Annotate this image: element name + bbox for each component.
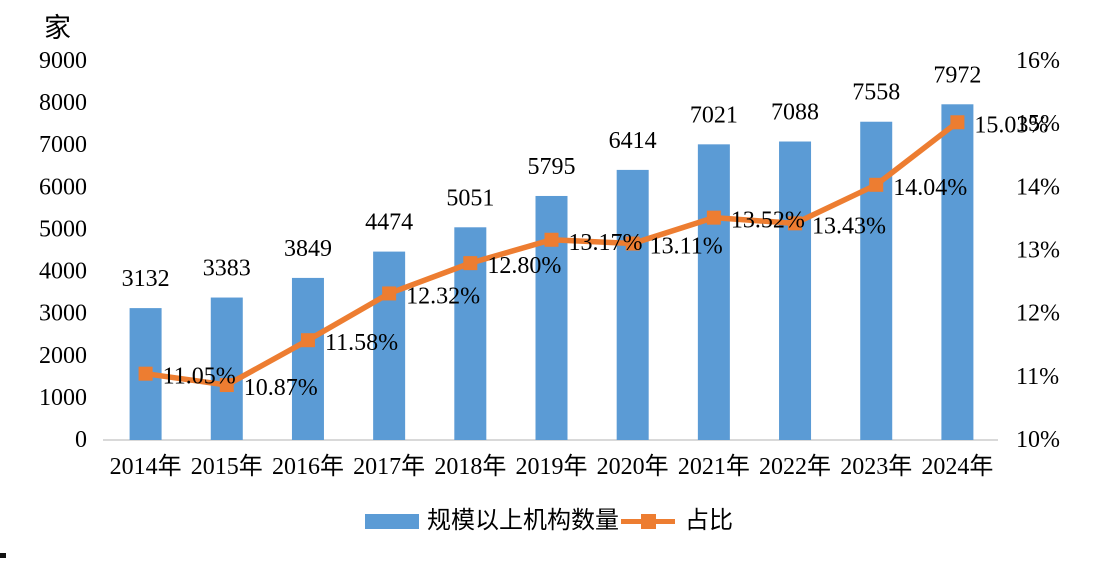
legend-bar-label: 规模以上机构数量 bbox=[427, 508, 619, 534]
bar bbox=[291, 277, 324, 440]
bar bbox=[616, 169, 649, 440]
x-axis-category-label: 2021年 bbox=[678, 453, 750, 480]
bar-value-label: 5795 bbox=[528, 154, 576, 180]
line-marker bbox=[463, 256, 478, 271]
x-axis-category-label: 2015年 bbox=[191, 453, 263, 480]
left-axis-tick-label: 0 bbox=[75, 427, 87, 453]
bar-value-label: 7558 bbox=[852, 80, 900, 106]
bar-value-label: 5051 bbox=[446, 185, 494, 211]
bar-value-label: 7088 bbox=[771, 100, 819, 126]
bar bbox=[860, 121, 893, 441]
line-marker bbox=[219, 378, 234, 393]
x-axis-category-label: 2022年 bbox=[759, 453, 831, 480]
screenshot-corner-artifact bbox=[0, 553, 6, 558]
line-marker bbox=[950, 115, 965, 130]
bar bbox=[697, 144, 730, 440]
x-axis-category-label: 2023年 bbox=[840, 453, 912, 480]
line-value-label: 12.80% bbox=[487, 253, 561, 279]
line-value-label: 12.32% bbox=[406, 283, 480, 309]
bar bbox=[373, 251, 406, 440]
left-axis-tick-label: 5000 bbox=[39, 216, 87, 242]
bar-value-label: 7021 bbox=[690, 102, 738, 128]
bar-value-label: 4474 bbox=[365, 210, 413, 236]
left-axis-tick-label: 3000 bbox=[39, 301, 87, 327]
right-axis-tick-label: 15% bbox=[1016, 111, 1060, 137]
line-value-label: 14.04% bbox=[893, 175, 967, 201]
line-marker bbox=[869, 177, 884, 192]
right-axis-tick-label: 14% bbox=[1016, 174, 1060, 200]
left-axis-unit-label: 家 bbox=[44, 13, 71, 43]
line-marker bbox=[625, 236, 640, 251]
bar-value-label: 3383 bbox=[203, 256, 251, 282]
legend-line-label: 占比 bbox=[685, 508, 733, 534]
bar-value-label: 3132 bbox=[122, 266, 170, 292]
bar bbox=[941, 104, 974, 440]
line-value-label: 15.03% bbox=[974, 112, 1048, 138]
right-axis-tick-label: 16% bbox=[1016, 48, 1060, 74]
legend-bar-swatch bbox=[365, 513, 419, 529]
line-marker bbox=[300, 333, 315, 348]
x-axis-category-label: 2016年 bbox=[272, 453, 344, 480]
right-axis-tick-label: 10% bbox=[1016, 427, 1060, 453]
bar bbox=[535, 195, 568, 440]
left-axis-tick-label: 2000 bbox=[39, 343, 87, 369]
line-value-label: 13.11% bbox=[650, 234, 723, 260]
x-axis-category-label: 2019年 bbox=[516, 453, 588, 480]
x-axis-category-label: 2017年 bbox=[353, 453, 425, 480]
bar bbox=[779, 141, 812, 440]
line-value-label: 10.87% bbox=[244, 375, 318, 401]
left-axis-tick-label: 8000 bbox=[39, 90, 87, 116]
line-marker bbox=[706, 210, 721, 225]
x-axis-category-label: 2024年 bbox=[921, 453, 993, 480]
legend-line-swatch bbox=[621, 513, 675, 529]
bar-value-label: 6414 bbox=[609, 128, 657, 154]
left-axis-tick-label: 6000 bbox=[39, 174, 87, 200]
line-value-label: 13.17% bbox=[569, 230, 643, 256]
line-value-label: 11.58% bbox=[325, 330, 398, 356]
line-value-label: 11.05% bbox=[163, 364, 236, 390]
right-axis-tick-label: 13% bbox=[1016, 238, 1060, 264]
bar-value-label: 3849 bbox=[284, 236, 332, 262]
x-axis-category-label: 2018年 bbox=[434, 453, 506, 480]
line-marker bbox=[788, 216, 803, 231]
line-marker bbox=[382, 286, 397, 301]
right-axis-tick-label: 11% bbox=[1016, 364, 1059, 390]
bar-value-label: 7972 bbox=[933, 62, 981, 88]
line-value-label: 13.43% bbox=[812, 213, 886, 239]
bar bbox=[210, 297, 243, 440]
chart-legend: 规模以上机构数量 占比 bbox=[0, 506, 1098, 536]
line-marker bbox=[138, 366, 153, 381]
left-axis-tick-label: 4000 bbox=[39, 259, 87, 285]
legend-line-marker-icon bbox=[640, 513, 656, 529]
left-axis-tick-label: 9000 bbox=[39, 48, 87, 74]
left-axis-tick-label: 1000 bbox=[39, 385, 87, 411]
line-value-label: 13.52% bbox=[731, 208, 805, 234]
line-marker bbox=[544, 232, 559, 247]
right-axis-tick-label: 12% bbox=[1016, 301, 1060, 327]
x-axis-category-label: 2020年 bbox=[597, 453, 669, 480]
left-axis-tick-label: 7000 bbox=[39, 132, 87, 158]
x-axis-category-label: 2014年 bbox=[110, 453, 182, 480]
